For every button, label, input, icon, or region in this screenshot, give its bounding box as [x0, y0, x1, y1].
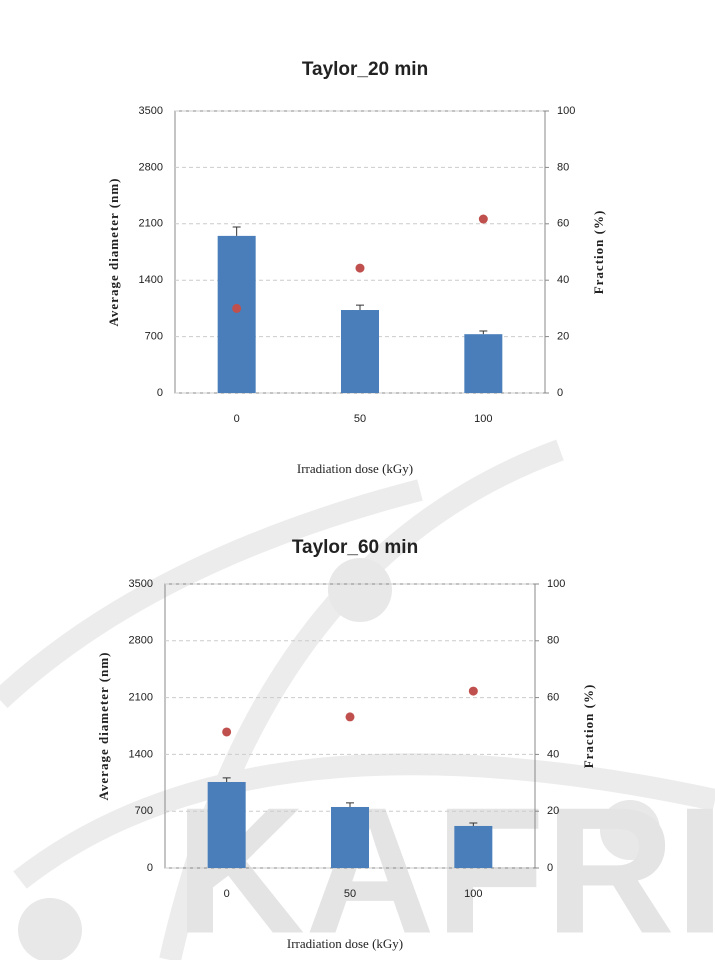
error-bar [222, 777, 231, 782]
arc [0, 479, 423, 709]
x-tick-label: 50 [354, 413, 366, 425]
y2-tick-label: 40 [557, 274, 569, 286]
x-tick-label: 50 [344, 888, 356, 900]
y-tick-label: 2800 [129, 635, 153, 647]
y-tick-label: 3500 [129, 578, 153, 590]
chart: Taylor_20 min 0 700 1400 2100 2800 3500 0 20 40 60… [106, 59, 606, 476]
arc [159, 439, 564, 960]
bar [341, 310, 379, 393]
y2-tick-label: 20 [547, 805, 559, 817]
bar [331, 806, 369, 868]
y-tick-label: 1400 [129, 748, 153, 760]
bar [207, 781, 246, 868]
y-tick-label: 0 [157, 387, 163, 399]
y2-tick-label: 0 [557, 387, 563, 399]
point [345, 712, 355, 722]
error-bar [356, 304, 364, 311]
y-tick-label: 0 [147, 862, 153, 874]
y-tick-label: 700 [135, 805, 153, 817]
point [232, 303, 242, 313]
y-tick-label: 2100 [129, 692, 153, 704]
y2-tick-label: 60 [557, 218, 569, 230]
error-bar [469, 822, 478, 826]
chart: Taylor_60 min 0 700 1400 2100 2800 3500 0 20 40 60… [96, 537, 596, 951]
point [222, 727, 232, 737]
point [468, 686, 478, 696]
y2-tick-label: 100 [547, 578, 565, 590]
error-bar [479, 330, 488, 335]
x-tick-label: 100 [474, 413, 492, 425]
error-bar [232, 226, 241, 236]
point [355, 263, 365, 273]
orb [328, 558, 392, 622]
y2-tick-label: 60 [547, 692, 559, 704]
x-axis-label: Irradiation dose (kGy) [287, 936, 403, 951]
y2-axis-label: Fraction (%) [591, 210, 606, 295]
y2-tick-label: 40 [547, 748, 559, 760]
point [478, 214, 488, 224]
watermark: KAFRI [175, 771, 715, 960]
chart-title: Taylor_20 min [302, 59, 428, 80]
y2-axis-label: Fraction (%) [581, 684, 596, 769]
error-bar [346, 802, 354, 807]
y2-tick-label: 0 [547, 862, 553, 874]
y-axis-label: Average diameter (nm) [106, 177, 121, 326]
y2-tick-label: 80 [547, 635, 559, 647]
y-tick-label: 3500 [139, 105, 163, 117]
y2-tick-label: 80 [557, 161, 569, 173]
x-tick-label: 100 [464, 888, 482, 900]
x-tick-label: 0 [224, 888, 230, 900]
arc [13, 753, 715, 889]
y-tick-label: 700 [145, 331, 163, 343]
x-tick-label: 0 [234, 413, 240, 425]
bar [464, 334, 503, 393]
y-tick-label: 1400 [139, 274, 163, 286]
bar [217, 235, 256, 393]
y-axis-label: Average diameter (nm) [96, 651, 111, 800]
y2-tick-label: 100 [557, 105, 575, 117]
y-tick-label: 2800 [139, 161, 163, 173]
y2-tick-label: 20 [557, 331, 569, 343]
bar [454, 825, 493, 868]
y-tick-label: 2100 [139, 218, 163, 230]
chart-title: Taylor_60 min [292, 537, 418, 558]
orb [18, 898, 82, 960]
x-axis-label: Irradiation dose (kGy) [297, 461, 413, 476]
watermark-arcs [0, 439, 715, 960]
orb [600, 800, 660, 860]
